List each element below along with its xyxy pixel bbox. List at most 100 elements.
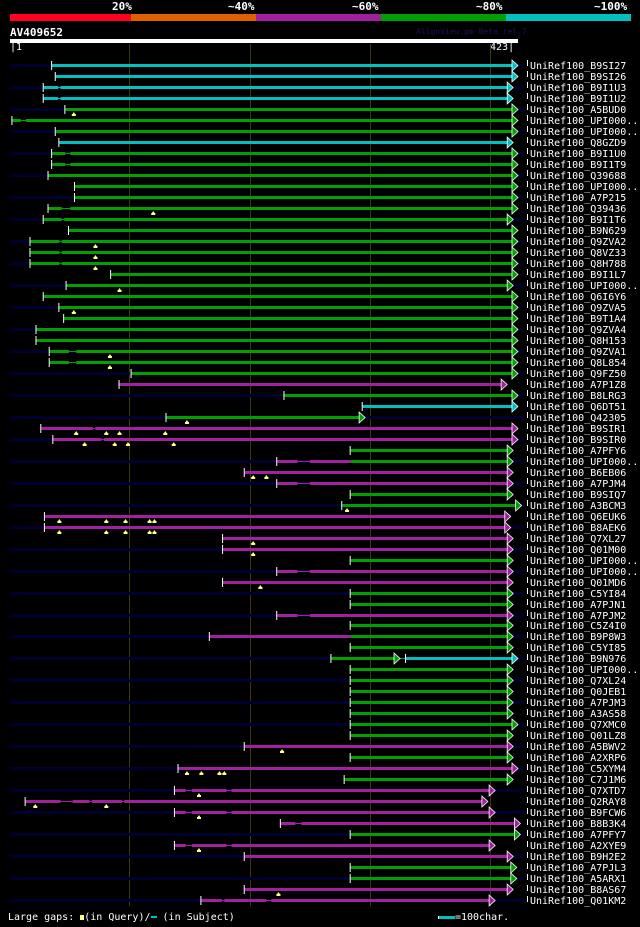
query-gap-marker-base	[57, 532, 62, 534]
hit-start-tick	[243, 742, 245, 751]
hit-segment	[350, 559, 508, 562]
hit-segment	[223, 537, 508, 540]
hit-end-arrow	[511, 202, 519, 215]
hit-segment	[72, 800, 90, 803]
hit-segment	[59, 141, 508, 144]
hit-segment	[244, 745, 508, 748]
hit-segment	[350, 866, 511, 869]
hit-label: UniRef100_B9FCW6	[530, 808, 626, 819]
query-gap-marker-base	[104, 433, 109, 435]
alignment-row: UniRef100_Q2RAY8	[24, 795, 626, 808]
gaps-legend: Large gaps: (in Query)/ (in Subject)	[8, 912, 235, 923]
hit-label: UniRef100_Q7XMC0	[530, 720, 626, 731]
hit-segment	[244, 888, 508, 891]
hit-end-arrow	[506, 773, 514, 786]
hit-start-tick	[349, 753, 351, 762]
query-gap-marker-base	[184, 773, 189, 775]
hit-segment	[49, 350, 69, 353]
hit-label: UniRef100_Q39688	[530, 171, 626, 182]
hit-start-tick	[243, 885, 245, 894]
query-gap-marker-base	[93, 268, 98, 270]
hit-label: UniRef100_Q8VZ33	[530, 248, 626, 259]
hit-start-tick	[35, 325, 37, 334]
hit-end-arrow	[511, 323, 519, 336]
hit-end-arrow	[506, 587, 514, 600]
query-gap-marker-base	[222, 773, 227, 775]
hit-segment	[350, 679, 508, 682]
hit-label: UniRef100_B8LRG3	[530, 391, 626, 402]
hit-start-tick	[349, 600, 351, 609]
hit-segment	[43, 218, 62, 221]
hit-start-tick	[276, 567, 278, 576]
hit-end-arrow	[506, 740, 514, 753]
hit-end-arrow	[506, 663, 514, 676]
hit-segment	[48, 207, 62, 210]
alignment-row: UniRef100_Q39436	[47, 202, 626, 215]
hit-segment	[30, 262, 60, 265]
query-gap-marker-base	[184, 422, 189, 424]
hit-end-arrow	[510, 872, 518, 885]
alignment-row: UniRef100_B8LRG3	[10, 389, 626, 402]
hit-segment	[223, 548, 508, 551]
hit-label: UniRef100_B8AEK6	[530, 523, 626, 534]
hit-end-arrow	[511, 356, 519, 369]
hit-segment	[49, 361, 69, 364]
alignment-row: UniRef100_A5BUD0	[10, 103, 626, 116]
query-gap-marker-base	[107, 367, 112, 369]
alignment-row: UniRef100_B9I1U3	[10, 81, 626, 94]
hit-label: UniRef100_Q8L854	[530, 358, 626, 369]
alignment-row: UniRef100_Q8L854	[48, 356, 626, 369]
hit-end-arrow	[506, 455, 514, 468]
hit-start-tick	[330, 654, 332, 663]
query-gap-marker-base	[264, 477, 269, 479]
alignment-row: UniRef100_B6EB06	[243, 466, 626, 479]
hit-segment	[174, 789, 186, 792]
scale-label: =100char.	[455, 912, 510, 923]
identity-label-60: ~60%	[352, 0, 379, 13]
hit-segment	[301, 822, 515, 825]
query-gap-marker-base	[196, 850, 201, 852]
gaps-query-label: (in Query)/	[84, 912, 151, 923]
hit-label: UniRef100_UPI000..	[530, 182, 638, 193]
hit-start-tick	[208, 632, 210, 641]
alignment-row: UniRef100_Q8H788	[10, 257, 626, 270]
hit-segment	[191, 844, 227, 847]
hit-segment	[350, 723, 512, 726]
hit-segment	[309, 460, 351, 463]
hit-start-tick	[341, 501, 343, 510]
hit-end-arrow	[506, 630, 514, 643]
alignment-row: UniRef100_C5YI85	[349, 641, 626, 654]
query-gap-marker-base	[125, 444, 130, 446]
hit-segment	[174, 811, 186, 814]
query-gap-marker-base	[251, 543, 256, 545]
hit-end-arrow	[511, 235, 519, 248]
hit-segment	[91, 800, 122, 803]
query-span-track	[10, 701, 524, 704]
query-span-track	[10, 657, 524, 660]
alignment-row: UniRef100_C7J1M6	[343, 773, 626, 786]
hit-segment	[64, 317, 512, 320]
hit-segment	[55, 130, 512, 133]
hit-label: UniRef100_Q8H153	[530, 336, 626, 347]
hit-end-arrow	[511, 114, 519, 127]
hit-end-arrow	[504, 521, 512, 534]
hit-end-arrow	[506, 707, 514, 720]
query-gap-marker-base	[199, 773, 204, 775]
hit-segment	[223, 581, 508, 584]
hit-segment	[36, 328, 512, 331]
alignment-row: UniRef100_Q6I6Y6	[42, 290, 626, 303]
hit-label: UniRef100_A7PJM2	[530, 611, 626, 622]
hit-label: UniRef100_C7J1M6	[530, 775, 626, 786]
hit-end-arrow	[506, 488, 514, 501]
hit-label: UniRef100_Q01LZ8	[530, 731, 626, 742]
alignment-row: UniRef100_Q0JEB1	[349, 685, 626, 698]
query-gap-marker-base	[93, 246, 98, 248]
hit-end-arrow	[506, 598, 514, 611]
hit-segment	[12, 119, 21, 122]
alignment-row: UniRef100_A5BWV2	[10, 740, 626, 753]
hit-label: UniRef100_A7P1Z8	[530, 380, 626, 391]
query-gap-marker-base	[217, 773, 222, 775]
hit-segment	[224, 899, 267, 902]
hit-segment	[76, 350, 512, 353]
query-span-track	[10, 614, 524, 617]
